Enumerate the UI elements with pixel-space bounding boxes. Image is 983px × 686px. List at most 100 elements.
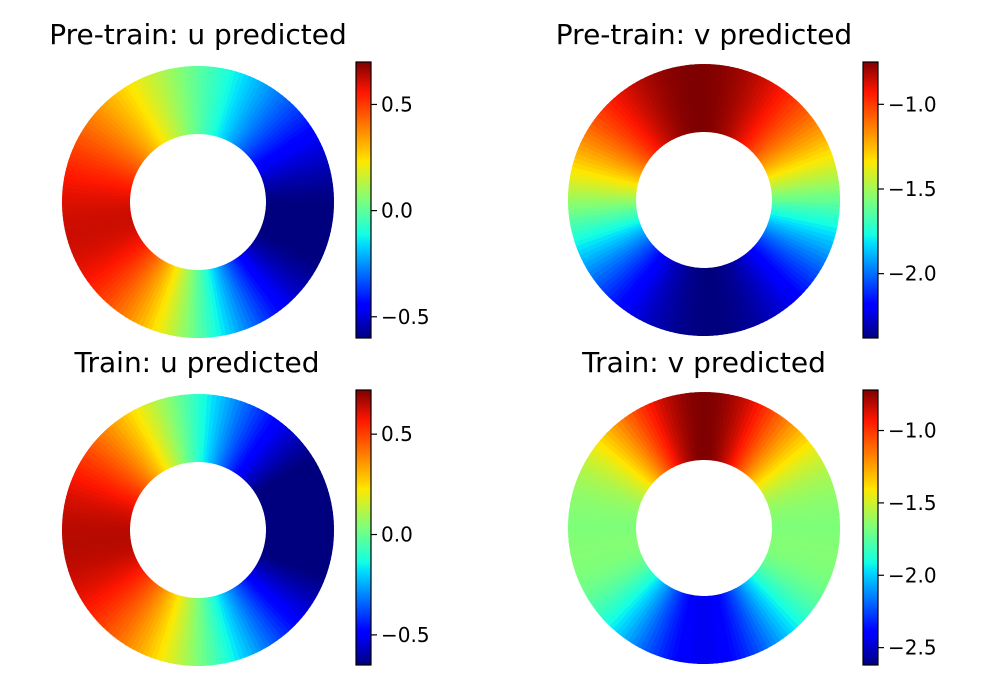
heatmap-segment — [74, 558, 138, 594]
colorbar-tick-label: −0.5 — [381, 305, 430, 329]
heatmap-segment — [742, 87, 786, 146]
heatmap-segment — [755, 569, 812, 617]
heatmap-segment — [759, 120, 818, 163]
heatmap-segment — [724, 263, 751, 330]
heatmap-segment — [72, 556, 137, 590]
heatmap-segment — [226, 590, 262, 654]
heatmap-segment — [721, 592, 747, 660]
heatmap-segment — [609, 97, 660, 152]
heatmap-segment — [248, 110, 304, 160]
heatmap-segment — [583, 559, 646, 596]
heatmap-segment — [631, 81, 671, 143]
heatmap-segment — [63, 540, 132, 559]
heatmap-segment — [261, 483, 328, 510]
heatmap-segment — [770, 171, 839, 190]
heatmap-segment — [201, 269, 213, 338]
heatmap-segment — [759, 448, 818, 491]
heatmap-segment — [578, 226, 643, 260]
heatmap-segment — [261, 155, 328, 182]
heatmap-segment — [760, 451, 821, 493]
heatmap-segment — [250, 114, 307, 161]
heatmap-segment — [66, 219, 134, 245]
heatmap-segment — [68, 550, 135, 577]
heatmap-segment — [707, 595, 719, 664]
panel-pretrain-u: Pre-train: u predicted 0.5 0.0 −0.5 — [49, 18, 430, 339]
heatmap-segment — [114, 90, 159, 149]
heatmap-segment — [118, 416, 161, 475]
heatmap-segment — [730, 261, 764, 326]
heatmap-segment — [165, 396, 185, 465]
heatmap-segment — [229, 81, 268, 144]
heatmap-segment — [768, 157, 836, 183]
heatmap-segment — [220, 265, 249, 331]
heatmap-segment — [572, 217, 640, 243]
heatmap-segment — [118, 88, 161, 147]
heatmap-segment — [85, 120, 144, 164]
heatmap-segment — [575, 550, 641, 579]
heatmap-segment — [89, 571, 146, 618]
heatmap-segment — [657, 70, 684, 137]
heatmap-segment — [242, 578, 293, 633]
heatmap-segment — [738, 82, 778, 143]
heatmap-segment — [201, 597, 213, 666]
heatmap-segment — [90, 113, 147, 161]
heatmap-segment — [86, 241, 145, 286]
heatmap-segment — [568, 206, 637, 219]
heatmap-segment — [752, 433, 807, 484]
heatmap-segment — [237, 583, 282, 642]
heatmap-segment — [604, 574, 657, 626]
heatmap-segment — [236, 417, 280, 476]
heatmap-segment — [728, 590, 760, 655]
heatmap-segment — [106, 96, 156, 152]
heatmap-segment — [138, 404, 172, 469]
heatmap-segment — [254, 125, 315, 167]
heatmap-segment — [740, 412, 782, 473]
heatmap-segment — [262, 487, 330, 513]
heatmap-segment — [743, 253, 788, 312]
heatmap-segment — [583, 458, 646, 497]
heatmap-segment — [112, 254, 159, 313]
heatmap-segment — [735, 586, 772, 649]
heatmap-segment — [591, 446, 650, 490]
heatmap-segment — [110, 93, 157, 150]
heatmap-segment — [627, 411, 669, 472]
colorbar-tick-label: −2.0 — [888, 563, 937, 587]
heatmap-segment — [64, 543, 133, 563]
heatmap-segment — [247, 573, 303, 623]
heatmap-segment — [239, 254, 286, 311]
heatmap-segment — [757, 444, 816, 489]
heatmap-segment — [749, 426, 800, 480]
heatmap-segment — [244, 577, 296, 630]
heatmap-segment — [256, 462, 319, 499]
heatmap-segment — [568, 534, 637, 547]
heatmap-segment — [756, 239, 815, 286]
heatmap-segment — [618, 252, 665, 311]
heatmap-segment — [733, 405, 770, 469]
heatmap-segment — [246, 247, 300, 298]
heatmap-segment — [719, 593, 742, 661]
colorbar-tick-label: −2.0 — [888, 262, 937, 286]
heatmap-segment — [609, 425, 660, 480]
heatmap-segment — [246, 435, 301, 486]
colorbar: −1.0 −1.5 −2.0 −2.5 — [862, 389, 937, 666]
heatmap-segment — [124, 259, 164, 320]
heatmap-segment — [84, 567, 143, 610]
heatmap-segment — [125, 83, 165, 145]
heatmap-segment — [593, 114, 652, 161]
heatmap-segment — [653, 71, 682, 137]
heatmap-segment — [756, 567, 815, 614]
heatmap-segment — [151, 72, 178, 139]
heatmap-segment — [583, 231, 646, 268]
heatmap-segment — [771, 509, 840, 522]
heatmap-segment — [71, 226, 136, 258]
heatmap-segment — [263, 164, 331, 187]
heatmap-segment — [215, 266, 241, 334]
heatmap-segment — [112, 582, 159, 641]
heatmap-segment — [710, 595, 723, 664]
heatmap-segment — [265, 183, 334, 196]
heatmap-segment — [93, 437, 149, 487]
colorbar-tick-label: 0.0 — [381, 199, 413, 223]
heatmap-segment — [644, 402, 678, 467]
heatmap-segment — [72, 228, 137, 262]
heatmap-segment — [758, 238, 817, 282]
